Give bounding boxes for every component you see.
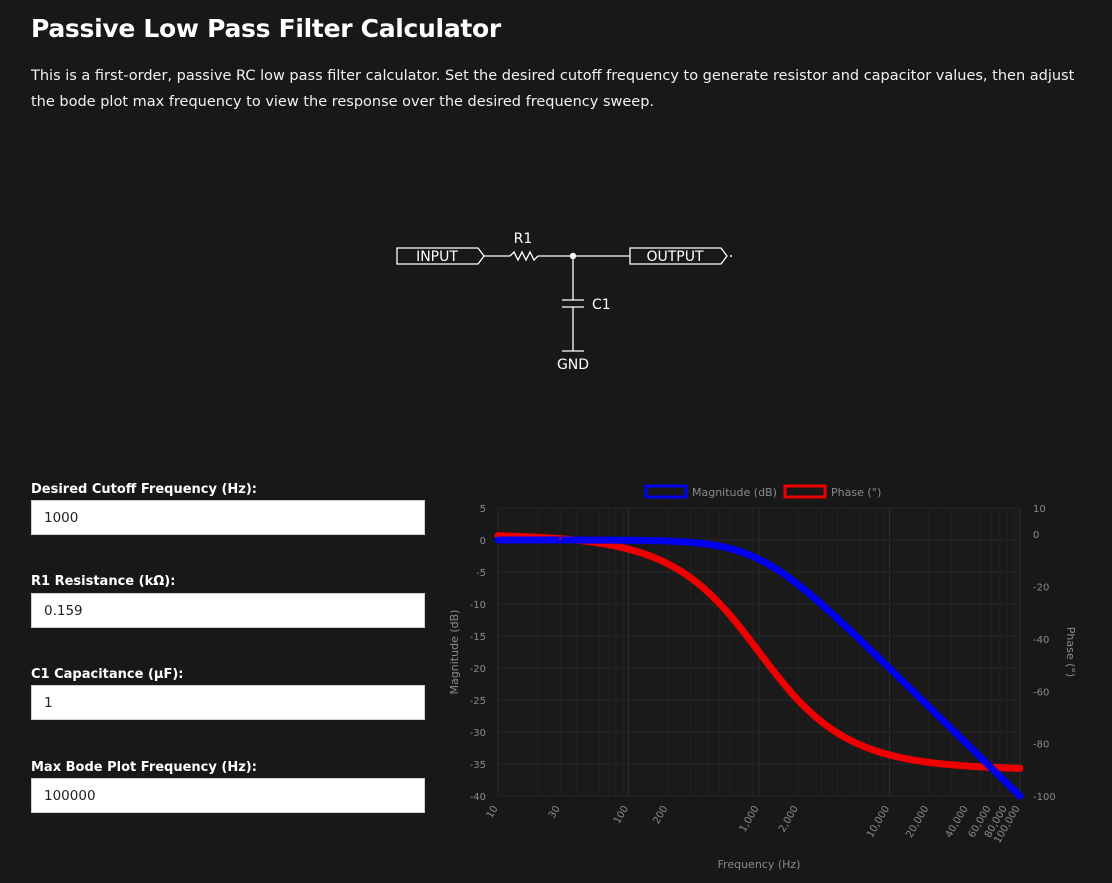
- cutoff-frequency-label: Desired Cutoff Frequency (Hz):: [31, 482, 258, 497]
- y-axis-title: Magnitude (dB): [448, 610, 461, 695]
- c1-capacitance-label: C1 Capacitance (µF):: [31, 667, 184, 682]
- legend-swatch-phase: [783, 484, 827, 499]
- phase-point: [849, 739, 852, 742]
- output-port-icon: [629, 247, 728, 265]
- magnitude-point: [496, 538, 500, 542]
- y2-tick-label: -20: [1033, 583, 1049, 594]
- x-tick-label: 200: [651, 804, 670, 826]
- input-label: INPUT: [416, 249, 458, 265]
- phase-point: [797, 698, 800, 702]
- rc-filter-schematic: INPUT OUTPUT R1 C1 GND: [396, 231, 732, 373]
- page-title: Passive Low Pass Filter Calculator: [31, 14, 501, 43]
- page-description: This is a first-order, passive RC low pa…: [31, 68, 1075, 110]
- y-tick-label: -40: [470, 792, 486, 803]
- input-port-icon: [396, 247, 485, 265]
- cutoff-frequency-input[interactable]: [31, 500, 425, 535]
- bode-plot-chart: 50-5-10-15-20-25-30-35-40100-20-40-60-80…: [448, 484, 1077, 871]
- magnitude-point: [888, 667, 891, 670]
- y2-tick-label: -60: [1033, 687, 1049, 698]
- y-tick-label: -15: [470, 632, 486, 643]
- y-tick-label: 0: [480, 536, 486, 547]
- y-tick-label: -20: [470, 664, 486, 675]
- phase-point: [757, 650, 761, 654]
- phase-point: [559, 537, 562, 540]
- y-tick-label: -10: [470, 600, 486, 611]
- phase-point: [979, 765, 982, 769]
- resistor-icon: [509, 250, 539, 262]
- magnitude-point: [1018, 794, 1022, 798]
- y-tick-label: -35: [470, 760, 486, 771]
- x-tick-label: 100: [612, 804, 631, 826]
- x-tick-label: 30: [547, 804, 563, 821]
- max-bode-frequency-label: Max Bode Plot Frequency (Hz):: [31, 760, 257, 775]
- x-tick-label: 10: [485, 804, 501, 821]
- y-tick-label: -25: [470, 696, 486, 707]
- y2-axis-title: Phase (°): [1064, 627, 1077, 677]
- y2-tick-label: -80: [1033, 740, 1049, 751]
- x-tick-label: 20,000: [904, 804, 931, 840]
- magnitude-point: [979, 756, 982, 759]
- y2-tick-label: -100: [1033, 792, 1056, 803]
- output-label: OUTPUT: [646, 249, 704, 265]
- capacitor-label: C1: [592, 297, 611, 313]
- y-tick-label: -30: [470, 728, 486, 739]
- phase-point: [888, 753, 891, 757]
- phase-point: [1018, 767, 1022, 770]
- y2-tick-label: 10: [1033, 504, 1046, 515]
- ground-label: GND: [557, 357, 589, 373]
- magnitude-point: [797, 583, 800, 586]
- legend-label-phase: Phase (°): [831, 486, 881, 499]
- y-tick-label: -5: [476, 568, 486, 579]
- legend-label-magnitude: Magnitude (dB): [692, 486, 777, 499]
- r1-resistance-label: R1 Resistance (kΩ):: [31, 574, 176, 589]
- y2-tick-label: -40: [1033, 635, 1049, 646]
- magnitude-point: [666, 539, 669, 543]
- magnitude-point: [849, 629, 852, 632]
- legend-swatch-magnitude: [644, 484, 688, 499]
- magnitude-point: [757, 558, 761, 561]
- max-bode-frequency-input[interactable]: [31, 778, 425, 813]
- phase-point: [496, 534, 500, 537]
- magnitude-point: [718, 545, 721, 548]
- c1-capacitance-input[interactable]: [31, 685, 425, 720]
- x-tick-label: 1,000: [738, 804, 762, 834]
- y2-tick-label: 0: [1033, 530, 1039, 541]
- resistor-label: R1: [514, 231, 533, 247]
- x-axis-title: Frequency (Hz): [718, 858, 801, 871]
- junction-node-icon: [569, 252, 577, 260]
- x-tick-label: 2,000: [777, 804, 801, 834]
- r1-resistance-input[interactable]: [31, 593, 425, 628]
- phase-point: [718, 602, 721, 606]
- y-tick-label: 5: [480, 504, 486, 515]
- magnitude-point: [627, 539, 630, 542]
- phase-point: [927, 761, 930, 764]
- phase-point: [627, 547, 630, 551]
- x-tick-label: 10,000: [865, 804, 892, 840]
- phase-point: [666, 562, 669, 565]
- magnitude-point: [927, 705, 930, 708]
